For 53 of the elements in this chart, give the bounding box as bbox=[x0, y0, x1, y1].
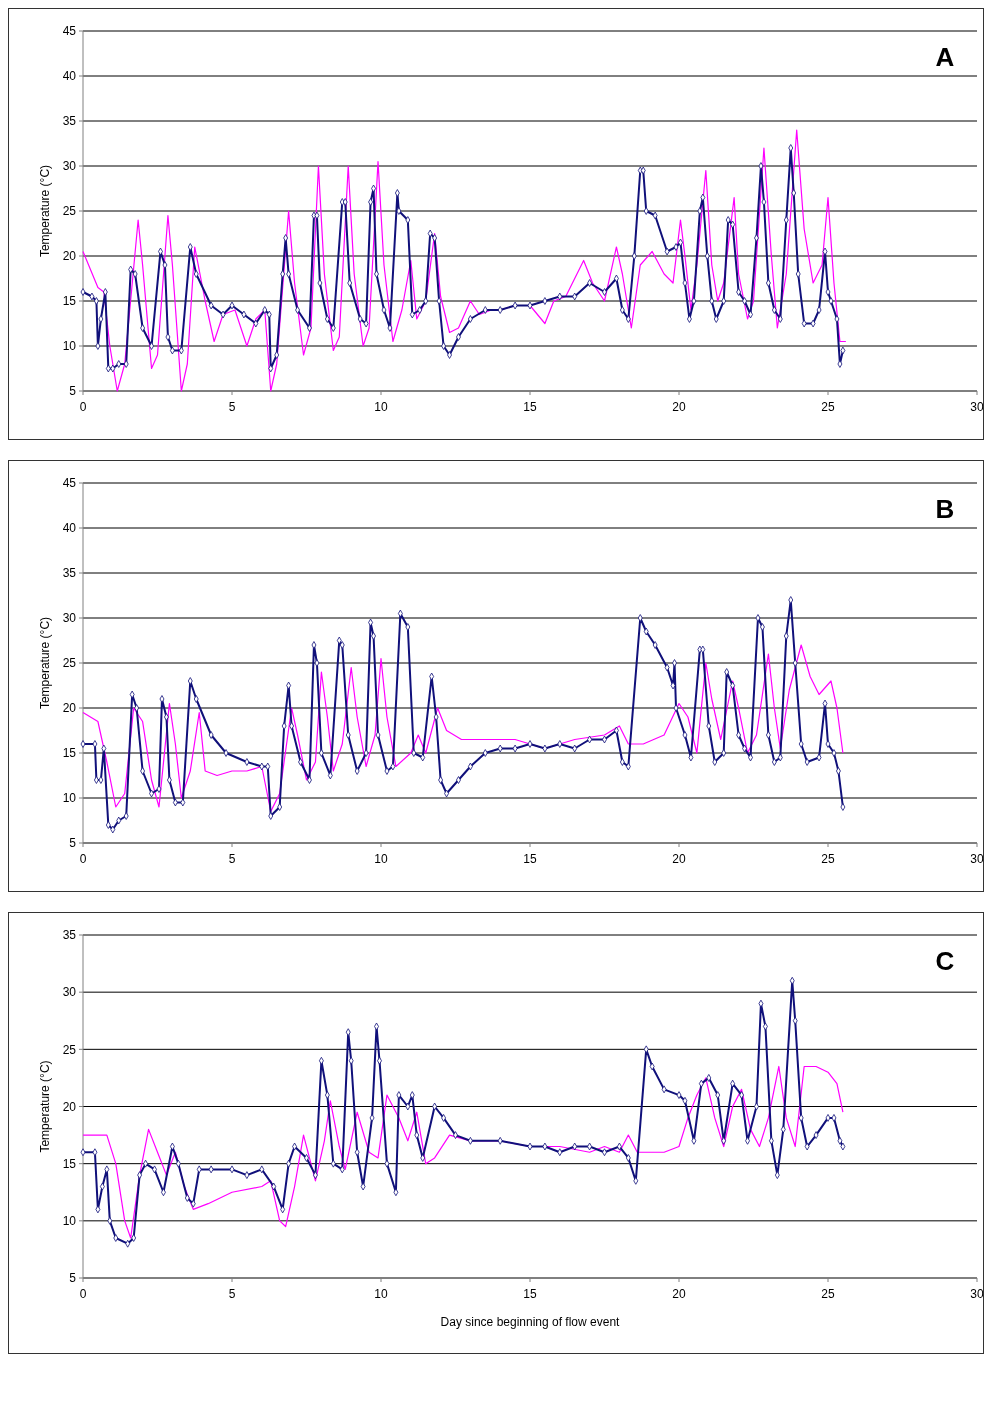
x-tick-label: 20 bbox=[672, 400, 686, 414]
y-tick-label: 5 bbox=[69, 384, 77, 399]
x-tick-label: 20 bbox=[672, 1287, 686, 1301]
x-tick-label: 15 bbox=[523, 1287, 537, 1301]
y-tick-label: 10 bbox=[62, 791, 77, 806]
y-tick-label: 45 bbox=[62, 24, 77, 39]
y-tick-label: 25 bbox=[62, 1042, 77, 1057]
y-tick-label: 15 bbox=[62, 746, 77, 761]
x-axis-title: Day since beginning of flow event bbox=[440, 1315, 621, 1329]
y-tick-label: 10 bbox=[62, 339, 77, 354]
y-tick-label: 45 bbox=[62, 476, 77, 491]
y-tick-label: 20 bbox=[62, 1099, 77, 1114]
x-tick-label: 10 bbox=[374, 400, 388, 414]
x-tick-label: 0 bbox=[79, 1287, 87, 1301]
x-tick-label: 25 bbox=[821, 1287, 835, 1301]
y-tick-label: 30 bbox=[62, 985, 77, 1000]
chart-title: C bbox=[935, 946, 955, 976]
x-tick-label: 10 bbox=[374, 852, 388, 866]
x-tick-label: 25 bbox=[821, 852, 835, 866]
y-tick-label: 40 bbox=[62, 521, 77, 536]
y-tick-label: 20 bbox=[62, 249, 77, 264]
chart-title: A bbox=[935, 42, 955, 72]
x-tick-label: 5 bbox=[228, 852, 236, 866]
x-tick-label: 30 bbox=[970, 852, 984, 866]
y-tick-label: 30 bbox=[62, 611, 77, 626]
y-tick-label: 5 bbox=[69, 836, 77, 851]
x-tick-label: 0 bbox=[79, 400, 87, 414]
y-tick-label: 15 bbox=[62, 294, 77, 309]
y-axis-title: Temperature (°C) bbox=[38, 616, 52, 710]
y-tick-label: 20 bbox=[62, 701, 77, 716]
y-tick-label: 15 bbox=[62, 1156, 77, 1171]
x-tick-label: 0 bbox=[79, 852, 87, 866]
y-axis-title: Temperature (°C) bbox=[38, 164, 52, 258]
y-tick-label: 25 bbox=[62, 204, 77, 219]
x-tick-label: 10 bbox=[374, 1287, 388, 1301]
x-tick-label: 5 bbox=[228, 1287, 236, 1301]
x-tick-label: 15 bbox=[523, 852, 537, 866]
y-tick-label: 35 bbox=[62, 114, 77, 129]
y-tick-label: 35 bbox=[62, 928, 77, 943]
x-tick-label: 30 bbox=[970, 1287, 984, 1301]
y-tick-label: 40 bbox=[62, 69, 77, 84]
y-tick-label: 10 bbox=[62, 1214, 77, 1229]
y-tick-label: 30 bbox=[62, 159, 77, 174]
y-tick-label: 25 bbox=[62, 656, 77, 671]
x-tick-label: 15 bbox=[523, 400, 537, 414]
x-tick-label: 30 bbox=[970, 400, 984, 414]
x-tick-label: 25 bbox=[821, 400, 835, 414]
chart-title: B bbox=[935, 494, 955, 524]
y-tick-label: 35 bbox=[62, 566, 77, 581]
y-axis-title: Temperature (°C) bbox=[38, 1060, 52, 1153]
x-tick-label: 20 bbox=[672, 852, 686, 866]
x-tick-label: 5 bbox=[228, 400, 236, 414]
y-tick-label: 5 bbox=[69, 1271, 77, 1286]
